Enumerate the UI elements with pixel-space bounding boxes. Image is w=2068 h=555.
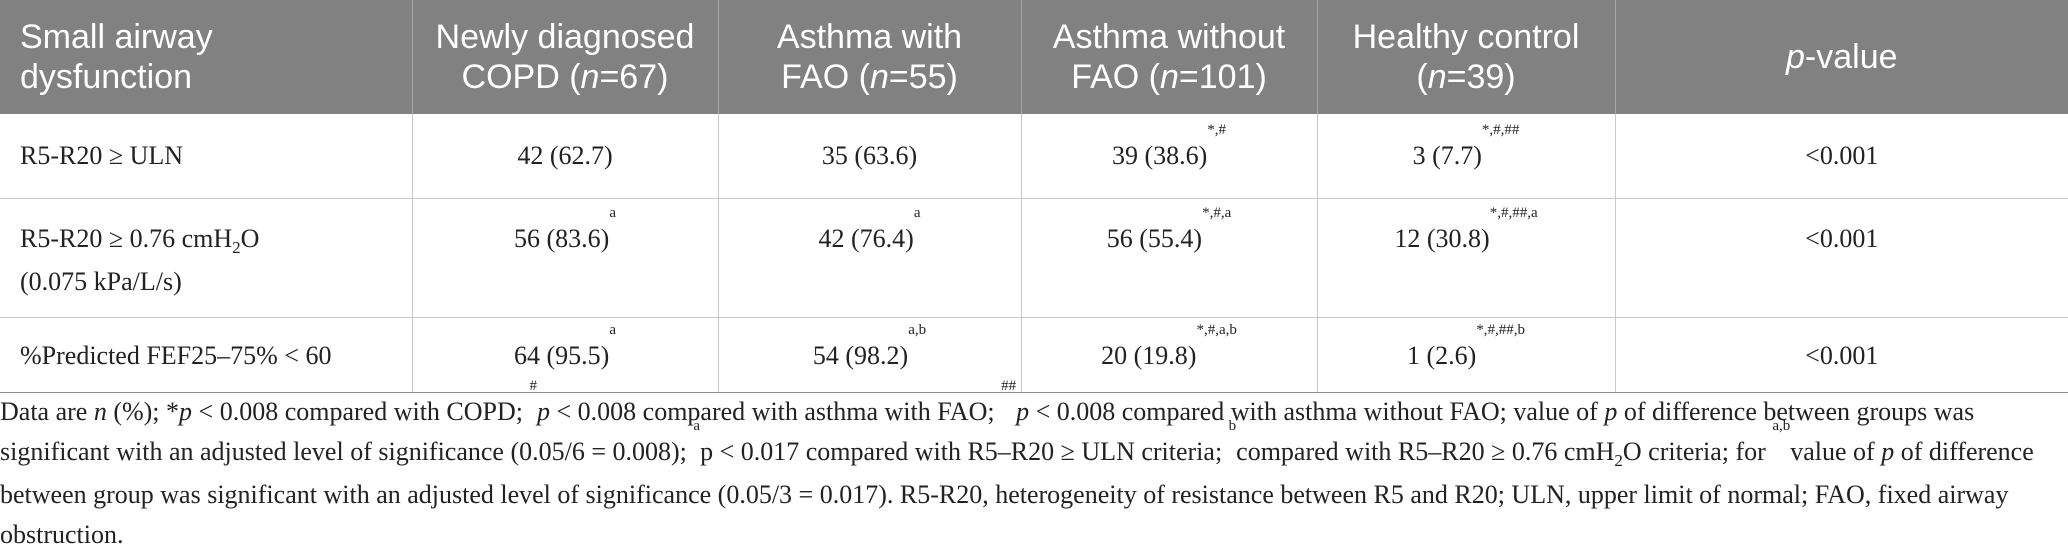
cell-asthma-without-fao: 39 (38.6)*,#	[1020, 114, 1317, 199]
header-small-airway-dysfunction: Small airway dysfunction	[0, 0, 412, 114]
header-asthma-without-fao: Asthma without FAO (n=101)	[1020, 0, 1317, 114]
cell-p-value: <0.001	[1614, 114, 2068, 199]
small-airway-dysfunction-table: Small airway dysfunction Newly diagnosed…	[0, 0, 2068, 393]
header-copd: Newly diagnosed COPD (n=67)	[411, 0, 718, 114]
cell-asthma-with-fao: 54 (98.2)a,b	[717, 317, 1021, 393]
cell-healthy-control: 12 (30.8)*,#,##,a	[1316, 198, 1615, 318]
cell-copd: 42 (62.7)	[411, 114, 718, 199]
cell-copd: 56 (83.6)a	[411, 198, 718, 318]
header-asthma-with-fao: Asthma with FAO (n=55)	[717, 0, 1021, 114]
cell-copd: 64 (95.5)a	[411, 317, 718, 393]
row-label: %Predicted FEF25–75% < 60	[0, 317, 412, 393]
cell-asthma-without-fao: 56 (55.4)*,#,a	[1020, 198, 1317, 318]
cell-asthma-with-fao: 42 (76.4)a	[717, 198, 1021, 318]
row-label: R5-R20 ≥ 0.76 cmH2O (0.075 kPa/L/s)	[0, 198, 412, 318]
cell-asthma-without-fao: 20 (19.8)*,#,a,b	[1020, 317, 1317, 393]
cell-p-value: <0.001	[1614, 198, 2068, 318]
cell-healthy-control: 1 (2.6)*,#,##,b	[1316, 317, 1615, 393]
cell-healthy-control: 3 (7.7)*,#,##	[1316, 114, 1615, 199]
cell-p-value: <0.001	[1614, 317, 2068, 393]
table-header-row: Small airway dysfunction Newly diagnosed…	[0, 0, 2068, 114]
row-label: R5-R20 ≥ ULN	[0, 114, 412, 199]
table-row: R5-R20 ≥ ULN 42 (62.7) 35 (63.6) 39 (38.…	[0, 114, 2068, 199]
header-healthy-control: Healthy control (n=39)	[1316, 0, 1615, 114]
results-table-container: Small airway dysfunction Newly diagnosed…	[0, 0, 2068, 393]
table-footnote: Data are n (%); *p < 0.008 compared with…	[0, 378, 2034, 550]
table-row: R5-R20 ≥ 0.76 cmH2O (0.075 kPa/L/s) 56 (…	[0, 198, 2068, 318]
cell-asthma-with-fao: 35 (63.6)	[717, 114, 1021, 199]
table-row: %Predicted FEF25–75% < 60 64 (95.5)a 54 …	[0, 317, 2068, 393]
header-p-value: p-value	[1614, 0, 2068, 114]
